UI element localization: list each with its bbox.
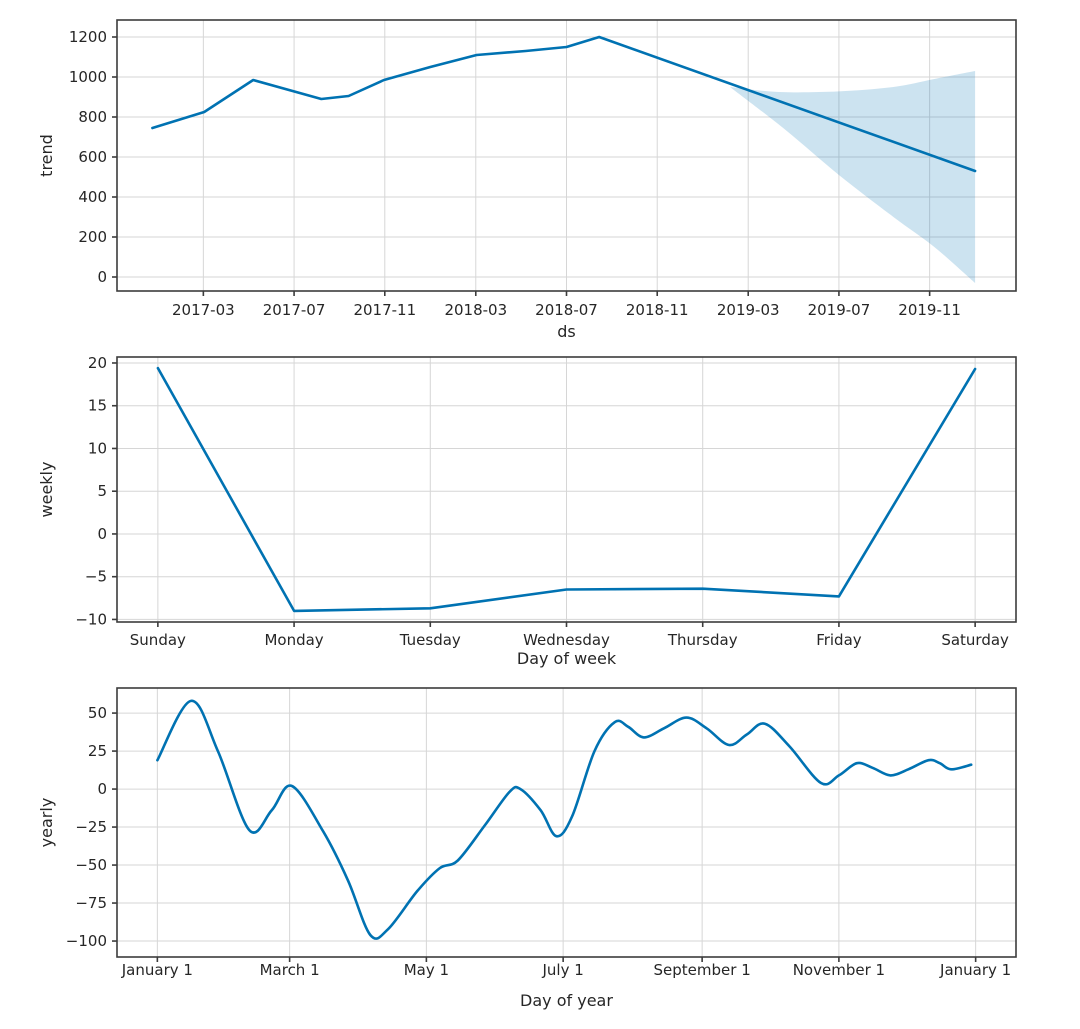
svg-text:Tuesday: Tuesday	[399, 631, 461, 649]
svg-text:Friday: Friday	[816, 631, 862, 649]
svg-text:−75: −75	[75, 894, 107, 912]
svg-text:2017-11: 2017-11	[353, 301, 416, 319]
svg-text:Sunday: Sunday	[130, 631, 186, 649]
svg-text:2019-07: 2019-07	[808, 301, 871, 319]
trend-uncertainty-band	[730, 71, 976, 283]
yearly-plot-border	[116, 687, 1017, 958]
svg-text:Monday: Monday	[264, 631, 323, 649]
weekly-x-tick-labels: Sunday Monday Tuesday Wednesday Thursday Frid…	[130, 631, 1009, 649]
trend-chart: 2017-03 2017-07 2017-11 2018-03 2018-07 2018-…	[37, 19, 1017, 341]
weekly-line	[156, 366, 977, 613]
yearly-x-tick-labels: January 1 March 1 May 1 July 1 September 1 No…	[121, 961, 1011, 979]
weekly-grid	[117, 357, 1016, 622]
weekly-xlabel: Day of week	[517, 649, 617, 668]
svg-text:2019-11: 2019-11	[898, 301, 961, 319]
weekly-y-tick-labels: −10 −5 0 5 10 15 20	[75, 354, 107, 628]
svg-text:1200: 1200	[69, 28, 107, 46]
trend-x-tick-labels: 2017-03 2017-07 2017-11 2018-03 2018-07 2018-…	[172, 301, 961, 319]
weekly-ylabel: weekly	[37, 462, 56, 518]
svg-text:15: 15	[88, 397, 107, 415]
yearly-line	[156, 699, 973, 940]
trend-grid	[117, 20, 1016, 291]
svg-text:−5: −5	[85, 568, 107, 586]
svg-text:2018-11: 2018-11	[626, 301, 689, 319]
yearly-chart: January 1 March 1 May 1 July 1 September 1 No…	[37, 687, 1017, 1010]
svg-text:2019-03: 2019-03	[717, 301, 780, 319]
svg-text:2018-03: 2018-03	[444, 301, 507, 319]
yearly-tick-marks	[112, 712, 977, 962]
yearly-grid	[117, 688, 1016, 957]
svg-text:25: 25	[88, 742, 107, 760]
svg-text:0: 0	[97, 780, 107, 798]
yearly-xlabel: Day of year	[520, 991, 613, 1010]
svg-text:May 1: May 1	[404, 961, 449, 979]
weekly-chart: Sunday Monday Tuesday Wednesday Thursday Frid…	[37, 354, 1017, 668]
svg-text:July 1: July 1	[541, 961, 583, 979]
svg-text:−25: −25	[75, 818, 107, 836]
svg-text:January 1: January 1	[121, 961, 193, 979]
weekly-tick-marks	[112, 362, 976, 627]
trend-line	[151, 35, 977, 173]
svg-text:10: 10	[88, 439, 107, 457]
svg-text:5: 5	[97, 482, 107, 500]
svg-text:200: 200	[78, 228, 107, 246]
svg-text:50: 50	[88, 704, 107, 722]
svg-text:Saturday: Saturday	[941, 631, 1009, 649]
trend-xlabel: ds	[557, 322, 576, 341]
svg-text:−100: −100	[66, 932, 107, 950]
svg-text:2017-03: 2017-03	[172, 301, 235, 319]
svg-text:March 1: March 1	[260, 961, 320, 979]
svg-text:600: 600	[78, 148, 107, 166]
svg-text:2017-07: 2017-07	[263, 301, 326, 319]
svg-text:20: 20	[88, 354, 107, 372]
svg-text:800: 800	[78, 108, 107, 126]
svg-text:400: 400	[78, 188, 107, 206]
svg-text:−10: −10	[75, 610, 107, 628]
svg-text:January 1: January 1	[939, 961, 1011, 979]
yearly-y-tick-labels: −100 −75 −50 −25 0 25 50	[66, 704, 107, 950]
trend-y-tick-labels: 0 200 400 600 800 1000 1200	[69, 28, 107, 286]
svg-text:0: 0	[97, 525, 107, 543]
svg-text:November 1: November 1	[793, 961, 885, 979]
trend-tick-marks	[112, 36, 931, 296]
svg-text:Wednesday: Wednesday	[523, 631, 610, 649]
svg-text:Thursday: Thursday	[667, 631, 738, 649]
trend-ylabel: trend	[37, 134, 56, 177]
svg-text:0: 0	[97, 268, 107, 286]
yearly-ylabel: yearly	[37, 798, 56, 848]
svg-text:2018-07: 2018-07	[535, 301, 598, 319]
svg-text:September 1: September 1	[654, 961, 751, 979]
svg-text:−50: −50	[75, 856, 107, 874]
svg-text:1000: 1000	[69, 68, 107, 86]
